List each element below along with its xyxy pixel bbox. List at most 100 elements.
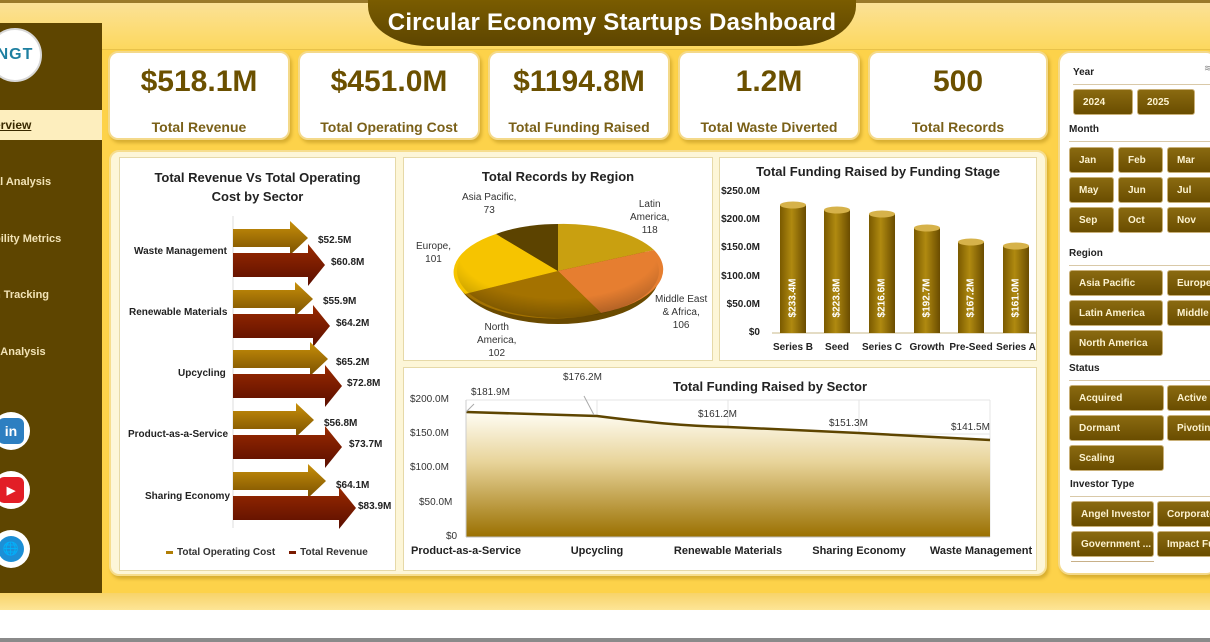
pie-chart: [453, 223, 664, 324]
bar-value-label: $192.7M: [921, 278, 933, 318]
linkedin-button[interactable]: in: [0, 412, 30, 450]
divider: [1073, 84, 1210, 85]
divider: [1069, 141, 1210, 142]
sidebar-item-overview[interactable]: erview: [0, 110, 102, 140]
x-tick: Renewable Materials: [673, 545, 783, 557]
slicer-status-acquired[interactable]: Acquired: [1069, 385, 1164, 411]
slicer-investor-angel-investor[interactable]: Angel Investor: [1071, 501, 1154, 527]
slicer-region-middle-east-africa[interactable]: Middle East & Africa: [1167, 300, 1210, 326]
youtube-icon: ▶: [0, 477, 24, 503]
slicer-month-jul[interactable]: Jul: [1167, 177, 1210, 203]
page-title: Circular Economy Startups Dashboard: [387, 9, 837, 36]
slicer-month-sep[interactable]: Sep: [1069, 207, 1114, 233]
slicer-investor-government[interactable]: Government ...: [1071, 531, 1154, 557]
category-label: Sharing Economy: [145, 491, 231, 502]
x-tick: Sharing Economy: [812, 545, 906, 557]
x-tick: Waste Management: [929, 545, 1033, 557]
x-tick: Pre-Seed: [949, 342, 993, 353]
revenue-cost-arrows: [232, 216, 356, 529]
funding-sector-area: [465, 395, 991, 538]
y-tick: $50.0M: [726, 299, 760, 310]
slicer-month-may[interactable]: May: [1069, 177, 1114, 203]
slicer-month-nov[interactable]: Nov: [1167, 207, 1210, 233]
data-label: $52.5M: [318, 235, 352, 246]
slicer-year-2025[interactable]: 2025: [1137, 89, 1195, 115]
y-tick: $100.0M: [410, 462, 449, 473]
slicer-title-investor-type: Investor Type: [1070, 479, 1135, 490]
x-tick: Growth: [909, 342, 945, 353]
data-label: $55.9M: [323, 296, 357, 307]
divider: [1069, 380, 1210, 381]
slicer-title-status: Status: [1069, 363, 1100, 374]
y-tick: $200.0M: [410, 394, 449, 405]
data-label: $151.3M: [829, 418, 868, 429]
slicer-month-feb[interactable]: Feb: [1118, 147, 1163, 173]
x-tick: Seed: [825, 342, 849, 353]
slicer-month-oct[interactable]: Oct: [1118, 207, 1163, 233]
sidebar-item-impact-analysis[interactable]: t Analysis: [0, 337, 102, 367]
y-tick: $0: [748, 327, 760, 338]
slicer-region-europe[interactable]: Europe: [1167, 270, 1210, 296]
logo-text: NGT: [0, 46, 34, 63]
chart-records-by-region: Total Records by Region Asia Pacific, 73 …: [403, 157, 713, 361]
kpi-value: $518.1M: [140, 65, 258, 98]
website-button[interactable]: 🌐: [0, 530, 30, 568]
slicer-month-jun[interactable]: Jun: [1118, 177, 1163, 203]
sidebar-item-label: al Analysis: [0, 176, 52, 188]
youtube-button[interactable]: ▶: [0, 471, 30, 509]
y-tick: $150.0M: [721, 242, 760, 253]
divider: [1069, 265, 1210, 266]
category-label: Upcycling: [178, 368, 226, 379]
sidebar-item-financial-analysis[interactable]: al Analysis: [0, 167, 102, 197]
data-label: $141.5M: [951, 422, 990, 433]
chart-title: Total Revenue Vs Total Operating Cost by…: [154, 170, 361, 204]
category-label: Product-as-a-Service: [128, 429, 229, 440]
funding-stage-bars: [772, 201, 1036, 334]
pie-label-asia-pacific: Asia Pacific, 73: [462, 192, 517, 216]
legend-swatch-op-cost: [166, 551, 173, 554]
scrollbar[interactable]: [1071, 561, 1154, 562]
slicer-title-region: Region: [1069, 248, 1103, 259]
kpi-total-operating-cost: $451.0M Total Operating Cost: [298, 51, 480, 140]
pie-label-europe: Europe, 101: [416, 241, 452, 265]
slicer-investor-corporate[interactable]: Corporate: [1157, 501, 1210, 527]
kpi-label: Total Revenue: [151, 119, 247, 135]
bottom-line: [0, 638, 1210, 642]
slicer-region-asia-pacific[interactable]: Asia Pacific: [1069, 270, 1163, 296]
data-label: $60.8M: [331, 257, 365, 268]
slicer-status-scaling[interactable]: Scaling: [1069, 445, 1164, 471]
slicer-region-latin-america[interactable]: Latin America: [1069, 300, 1163, 326]
data-label: $176.2M: [563, 372, 602, 383]
y-tick: $250.0M: [721, 186, 760, 197]
sidebar-item-sustainability-metrics[interactable]: bility Metrics: [0, 224, 102, 254]
x-tick: Product-as-a-Service: [410, 545, 522, 557]
slicer-region-north-america[interactable]: North America: [1069, 330, 1163, 356]
slicer-status-active[interactable]: Active: [1167, 385, 1210, 411]
slicer-month-mar[interactable]: Mar: [1167, 147, 1210, 173]
slicer-year-2024[interactable]: 2024: [1073, 89, 1133, 115]
bar-value-label: $233.4M: [787, 278, 799, 318]
chart-legend: Total Operating Cost Total Revenue: [166, 547, 368, 558]
x-tick: Series A: [996, 342, 1036, 353]
y-tick: $0: [446, 531, 458, 542]
sidebar-item-label: n Tracking: [0, 289, 50, 301]
chart-title: Total Records by Region: [481, 169, 635, 184]
slicer-status-pivoting[interactable]: Pivoting: [1167, 415, 1210, 441]
slicer-title-year: Year: [1073, 67, 1095, 78]
kpi-value: $1194.8M: [513, 65, 645, 98]
y-tick: $200.0M: [721, 214, 760, 225]
slicer-investor-impact-fund[interactable]: Impact Fund: [1157, 531, 1210, 557]
data-label: $56.8M: [324, 418, 358, 429]
x-tick: Series B: [772, 342, 814, 353]
multiselect-icon[interactable]: ≋: [1204, 63, 1210, 73]
kpi-value: $451.0M: [330, 65, 448, 98]
x-tick: Series C: [861, 342, 903, 353]
sidebar-item-investment-tracking[interactable]: n Tracking: [0, 280, 102, 310]
kpi-total-records: 500 Total Records: [868, 51, 1048, 140]
data-label: $73.7M: [349, 439, 383, 450]
slicer-status-dormant[interactable]: Dormant: [1069, 415, 1164, 441]
slicer-month-jan[interactable]: Jan: [1069, 147, 1114, 173]
y-tick: $150.0M: [410, 428, 449, 439]
pie-label-north-america: North America, 102: [477, 322, 517, 359]
